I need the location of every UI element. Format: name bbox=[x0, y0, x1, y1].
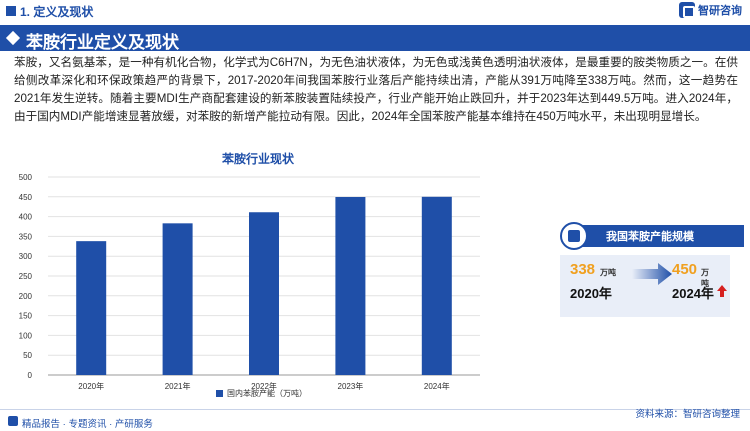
diamond-icon bbox=[5, 30, 21, 46]
right-arrow-icon bbox=[632, 263, 672, 285]
title-banner: 苯胺行业定义及现状 bbox=[0, 25, 750, 52]
section-title: 1. 定义及现状 bbox=[20, 5, 94, 19]
bar bbox=[421, 196, 452, 375]
y-tick-label: 50 bbox=[23, 351, 32, 360]
x-tick-label: 2022年 bbox=[251, 381, 277, 391]
y-tick-label: 300 bbox=[19, 252, 33, 261]
x-tick-label: 2021年 bbox=[165, 381, 191, 391]
to-unit: 万吨 bbox=[701, 268, 709, 288]
page-title: 苯胺行业定义及现状 bbox=[26, 33, 179, 52]
legend-swatch bbox=[216, 390, 223, 397]
chart-title: 苯胺行业现状 bbox=[222, 152, 295, 166]
x-tick-label: 2023年 bbox=[338, 381, 364, 391]
source-note: 资料来源：智研咨询整理 bbox=[635, 409, 740, 420]
from-unit: 万吨 bbox=[600, 268, 616, 277]
up-arrow-icon bbox=[717, 285, 727, 297]
y-tick-label: 100 bbox=[19, 331, 33, 340]
to-value: 450 bbox=[672, 261, 698, 278]
bar bbox=[76, 241, 107, 375]
bar-chart: 0 50 100 150 200 250 300 350 400 450 500 2020年 2021年… bbox=[19, 173, 480, 398]
from-value: 338 bbox=[570, 261, 596, 278]
bar bbox=[162, 223, 193, 375]
panel-title: 我国苯胺产能规模 bbox=[606, 231, 694, 243]
y-tick-label: 500 bbox=[19, 173, 33, 182]
body-paragraph: 苯胺，又名氨基苯，是一种有机化合物，化学式为C6H7N，为无色油状液体，为无色或… bbox=[14, 56, 738, 123]
brand: 智研咨询 bbox=[679, 2, 742, 18]
footer-divider bbox=[0, 409, 750, 410]
y-tick-label: 250 bbox=[19, 272, 33, 281]
legend-label: 国内苯胺产能（万吨） bbox=[227, 388, 307, 398]
top-bar: 1. 定义及现状 智研咨询 bbox=[0, 0, 750, 22]
from-year: 2020年 bbox=[570, 286, 612, 301]
to-year: 2024年 bbox=[672, 286, 714, 301]
y-tick-label: 350 bbox=[19, 232, 33, 241]
brand-name: 智研咨询 bbox=[698, 5, 742, 17]
footer-logo-icon bbox=[8, 416, 18, 426]
x-tick-label: 2024年 bbox=[424, 381, 450, 391]
footer-tagline: 精品报告 · 专题资讯 · 产研服务 bbox=[22, 419, 153, 430]
section-marker-icon bbox=[6, 6, 16, 16]
bar bbox=[249, 212, 279, 375]
panel-header: 我国苯胺产能规模 bbox=[574, 225, 744, 247]
panel-badge-icon bbox=[560, 222, 588, 250]
y-tick-label: 150 bbox=[19, 312, 33, 321]
panel-box bbox=[560, 255, 730, 317]
y-tick-label: 200 bbox=[19, 292, 33, 301]
x-tick-label: 2020年 bbox=[78, 381, 104, 391]
brand-logo-icon bbox=[679, 2, 695, 18]
bar bbox=[335, 196, 366, 375]
capacity-panel: 我国苯胺产能规模 338 万吨 2020年 450 万吨 2024年 bbox=[560, 222, 744, 317]
y-tick-label: 0 bbox=[28, 371, 33, 380]
y-tick-label: 400 bbox=[19, 213, 33, 222]
y-tick-label: 450 bbox=[19, 193, 33, 202]
